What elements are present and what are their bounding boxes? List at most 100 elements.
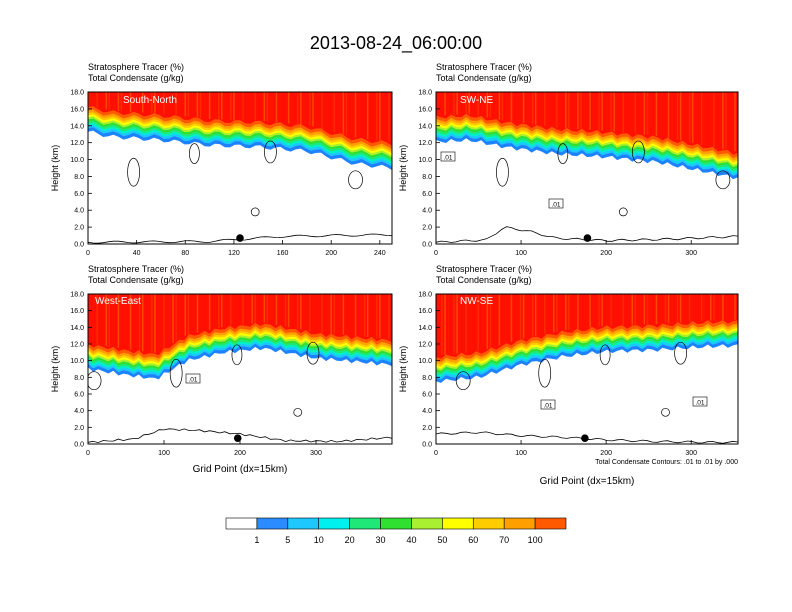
y-tick-label: 6.0: [422, 191, 432, 198]
y-tick-label: 6.0: [74, 191, 84, 198]
y-tick-label: 10.0: [70, 157, 84, 164]
condensate-contour: [88, 371, 102, 391]
condensate-contour: [715, 170, 731, 190]
panel-west-east: 0.0 2.0 4.0 6.0 8.0 10.0 12.0 14.0 16.0 18.0 0 100 2…: [50, 264, 393, 475]
y-tick-label: 16.0: [418, 106, 432, 113]
contour-label-box: [185, 373, 201, 384]
y-tick-label: 8.0: [422, 375, 432, 382]
y-tick-label: 12.0: [70, 342, 84, 349]
plot-frame: [87, 91, 393, 245]
x-tick-label: 300: [685, 450, 697, 457]
colorbar-label: 70: [499, 535, 509, 545]
colorbar-label: 50: [437, 535, 447, 545]
colorbar-label: 1: [254, 535, 259, 545]
y-tick-label: 18.0: [70, 292, 84, 299]
panel-contour-label: Total Condensate (g/kg): [436, 275, 532, 285]
colorbar-label: 20: [345, 535, 355, 545]
location-marker: [236, 234, 244, 242]
colorbar-label: 60: [468, 535, 478, 545]
x-tick-label: 200: [325, 250, 337, 257]
contour-info: Total Condensate Contours: .01 to .01 by…: [595, 459, 738, 466]
colorbar-box: [380, 517, 412, 530]
panel-name: South-North: [123, 95, 177, 106]
condensate-contour: [293, 407, 303, 417]
y-tick-label: 2.0: [74, 425, 84, 432]
condensate-contour: [631, 140, 645, 164]
x-tick-label: 0: [86, 250, 90, 257]
x-tick-label: 0: [86, 450, 90, 457]
contour-label-box: [692, 396, 708, 407]
y-tick-label: 6.0: [422, 392, 432, 399]
terrain-line: [88, 428, 392, 444]
y-tick-label: 6.0: [74, 392, 84, 399]
condensate-contour: [169, 358, 183, 388]
y-tick-label: 4.0: [422, 208, 432, 215]
colorbar-box: [287, 517, 320, 530]
contour-label-box: [548, 198, 564, 209]
x-tick-label: 80: [181, 250, 189, 257]
x-axis-label: Grid Point (dx=15km): [193, 464, 288, 475]
x-tick-label: 300: [310, 450, 322, 457]
x-tick-label: 100: [158, 450, 170, 457]
figure-title: 2013-08-24_06:00:00: [310, 33, 482, 54]
y-tick-label: 14.0: [418, 123, 432, 130]
y-tick-label: 2.0: [422, 425, 432, 432]
x-tick-label: 100: [515, 450, 527, 457]
panel-variable-label: Stratosphere Tracer (%): [88, 264, 184, 274]
panel-variable-label: Stratosphere Tracer (%): [436, 264, 532, 274]
colorbar: 1 5 10 20 30 40 50 60 70 100: [225, 517, 567, 545]
y-tick-label: 2.0: [74, 225, 84, 232]
condensate-contour: [189, 143, 200, 164]
tracer-field: [436, 92, 738, 243]
y-axis-label: Height (km): [398, 346, 408, 393]
panels: 0.0 2.0 4.0 6.0 8.0 10.0 12.0 14.0 16.0 18.0 0 40 80…: [50, 62, 739, 487]
x-axis-label: Grid Point (dx=15km): [540, 476, 635, 487]
y-tick-label: 8.0: [422, 174, 432, 181]
contour-label: .01: [551, 202, 560, 209]
location-marker: [581, 434, 589, 442]
y-tick-label: 10.0: [418, 358, 432, 365]
contour-label: .01: [188, 377, 197, 384]
y-tick-label: 18.0: [418, 90, 432, 97]
y-tick-label: 14.0: [70, 123, 84, 130]
condensate-contour: [674, 341, 687, 365]
y-axis-label: Height (km): [50, 346, 60, 393]
y-tick-label: 0.0: [74, 242, 84, 249]
panel-contour-label: Total Condensate (g/kg): [88, 73, 184, 83]
y-tick-label: 12.0: [418, 140, 432, 147]
y-tick-label: 10.0: [418, 157, 432, 164]
y-tick-label: 0.0: [422, 242, 432, 249]
condensate-contour: [455, 371, 471, 391]
location-marker: [583, 234, 592, 242]
colorbar-box: [472, 517, 505, 530]
colorbar-label: 10: [314, 535, 324, 545]
colorbar-label: 100: [528, 535, 543, 545]
x-tick-label: 200: [600, 250, 612, 257]
y-tick-label: 18.0: [70, 90, 84, 97]
tracer-field: [88, 294, 392, 444]
y-tick-label: 0.0: [74, 442, 84, 449]
colorbar-box: [442, 517, 474, 530]
y-tick-label: 2.0: [422, 225, 432, 232]
condensate-contour: [599, 344, 611, 366]
tracer-field: [436, 294, 738, 444]
panel-variable-label: Stratosphere Tracer (%): [436, 62, 532, 72]
y-tick-label: 14.0: [418, 325, 432, 332]
y-tick-label: 4.0: [422, 408, 432, 415]
x-tick-label: 200: [234, 450, 246, 457]
y-tick-label: 8.0: [74, 174, 84, 181]
x-tick-label: 120: [228, 250, 240, 257]
y-tick-label: 12.0: [70, 140, 84, 147]
panel-contour-label: Total Condensate (g/kg): [436, 73, 532, 83]
tracer-field: [88, 92, 392, 244]
y-axis-label: Height (km): [50, 145, 60, 192]
y-tick-label: 18.0: [418, 292, 432, 299]
condensate-contour: [557, 143, 569, 164]
y-tick-label: 8.0: [74, 375, 84, 382]
contour-label-box: [440, 151, 456, 162]
panel-name: NW-SE: [460, 296, 493, 307]
y-axis-label: Height (km): [398, 145, 408, 192]
x-tick-label: 0: [434, 450, 438, 457]
condensate-contour: [538, 358, 552, 388]
